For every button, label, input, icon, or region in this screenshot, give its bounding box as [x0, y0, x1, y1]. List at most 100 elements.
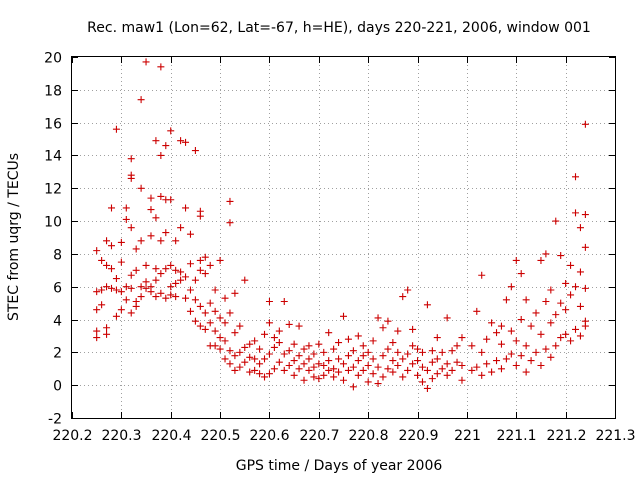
- data-point: [458, 376, 466, 384]
- data-point: [231, 352, 239, 360]
- y-tick-label: 4: [53, 314, 62, 330]
- data-point: [157, 289, 165, 297]
- data-point: [211, 342, 219, 350]
- data-point: [522, 296, 530, 304]
- data-point: [147, 283, 155, 291]
- data-point: [236, 363, 244, 371]
- data-point: [152, 265, 160, 273]
- data-point: [497, 340, 505, 348]
- data-point: [320, 371, 328, 379]
- data-point: [295, 352, 303, 360]
- data-point: [527, 322, 535, 330]
- data-point: [557, 334, 565, 342]
- y-tick-label: 20: [44, 51, 62, 67]
- data-point: [300, 376, 308, 384]
- data-point: [522, 342, 530, 350]
- data-point: [137, 237, 145, 245]
- data-point: [275, 339, 283, 347]
- data-point: [384, 345, 392, 353]
- data-point: [517, 316, 525, 324]
- x-tick-label: 220.8: [348, 428, 388, 444]
- data-point: [226, 347, 234, 355]
- data-point: [473, 307, 481, 315]
- data-point: [458, 334, 466, 342]
- data-point: [167, 261, 175, 269]
- y-tick-label: 10: [44, 215, 62, 231]
- data-point: [576, 302, 584, 310]
- data-point: [216, 314, 224, 322]
- data-point: [103, 237, 111, 245]
- data-point: [226, 197, 234, 205]
- data-point: [201, 309, 209, 317]
- data-point: [315, 375, 323, 383]
- data-point: [112, 286, 120, 294]
- data-point: [394, 361, 402, 369]
- x-tick-label: 220.2: [52, 428, 92, 444]
- data-point: [290, 340, 298, 348]
- data-point: [340, 360, 347, 368]
- data-point: [527, 357, 535, 365]
- data-point: [177, 137, 185, 145]
- data-point: [162, 294, 170, 302]
- data-point: [275, 358, 283, 366]
- x-tick-label: 220.9: [398, 428, 438, 444]
- data-point: [581, 211, 589, 219]
- data-point: [315, 340, 323, 348]
- data-point: [270, 365, 278, 373]
- x-tick-label: 221.3: [595, 428, 635, 444]
- data-point: [389, 357, 397, 365]
- data-point: [409, 325, 417, 333]
- data-point: [182, 138, 190, 146]
- data-point: [127, 271, 135, 279]
- data-point: [186, 230, 194, 238]
- data-point: [167, 127, 175, 135]
- data-point: [251, 355, 259, 363]
- data-point: [542, 297, 550, 305]
- data-point: [93, 327, 101, 335]
- data-point: [162, 142, 170, 150]
- data-point: [186, 286, 194, 294]
- data-point: [448, 366, 456, 374]
- data-point: [344, 352, 352, 360]
- data-point: [231, 289, 239, 297]
- data-point: [581, 317, 589, 325]
- data-point: [117, 238, 125, 246]
- data-point: [572, 173, 580, 181]
- data-point: [310, 350, 318, 358]
- data-point: [557, 299, 565, 307]
- data-point: [512, 337, 520, 345]
- grid-lines: [72, 57, 615, 418]
- data-point: [567, 291, 575, 299]
- data-point: [394, 348, 402, 356]
- data-point: [112, 125, 120, 133]
- data-point: [468, 366, 476, 374]
- data-point: [315, 360, 323, 368]
- data-point: [142, 58, 150, 66]
- data-point: [537, 361, 545, 369]
- data-point: [502, 296, 510, 304]
- data-point: [221, 294, 229, 302]
- data-point: [147, 194, 155, 202]
- data-point: [374, 380, 382, 388]
- data-point: [137, 184, 145, 192]
- data-point: [433, 355, 441, 363]
- data-point: [404, 350, 412, 358]
- data-point: [112, 312, 120, 320]
- data-point: [389, 368, 397, 376]
- data-point: [458, 361, 466, 369]
- data-point: [157, 63, 165, 71]
- data-point: [122, 204, 130, 212]
- data-point: [418, 348, 426, 356]
- data-point: [265, 319, 273, 327]
- y-tick-label: -2: [48, 412, 62, 428]
- data-point: [186, 307, 194, 315]
- data-point: [127, 224, 135, 232]
- data-point: [552, 311, 560, 319]
- data-point: [93, 334, 101, 342]
- data-point: [340, 312, 347, 320]
- data-point: [127, 309, 135, 317]
- data-point: [409, 360, 417, 368]
- data-point: [206, 261, 214, 269]
- data-point: [507, 350, 515, 358]
- data-point: [364, 378, 372, 386]
